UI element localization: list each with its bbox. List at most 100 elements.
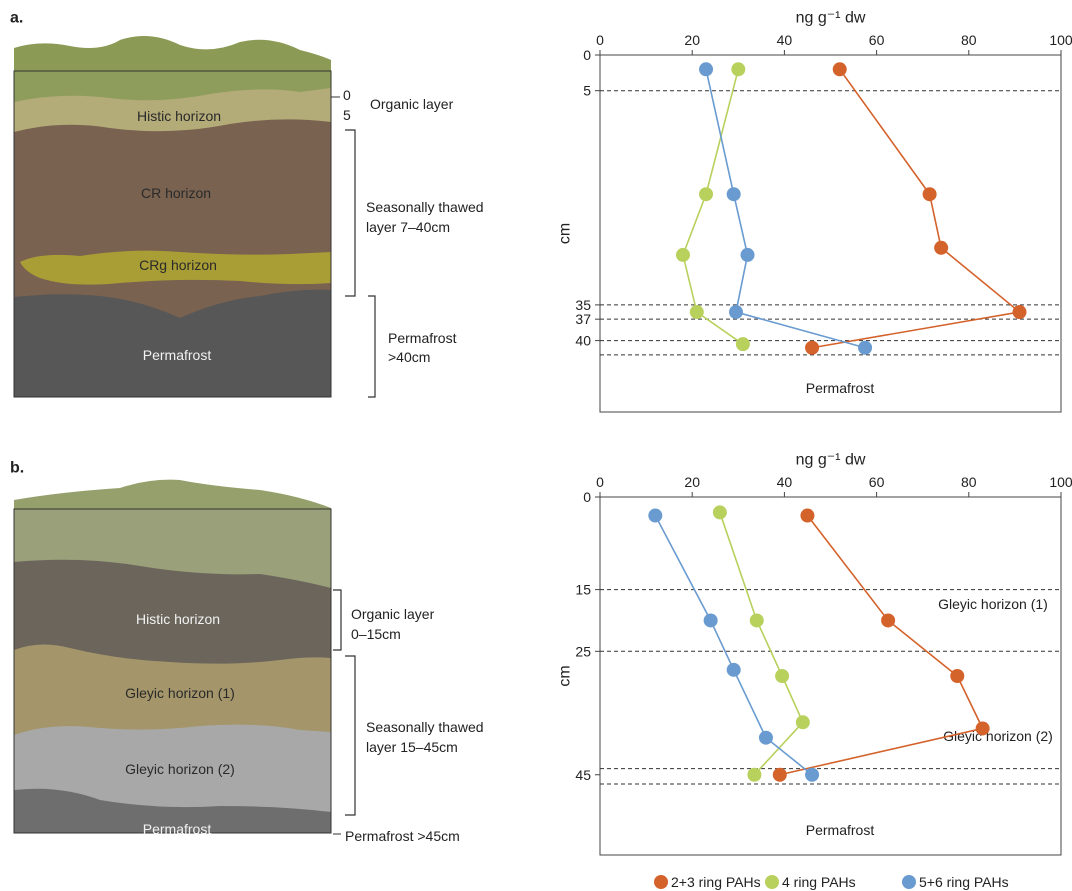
zone-label: layer 15–45cm: [366, 739, 458, 755]
data-point: [712, 505, 727, 520]
layer-label: Permafrost: [143, 347, 212, 363]
x-tick-label: 60: [869, 32, 885, 48]
x-tick-label: 80: [961, 32, 977, 48]
data-point: [675, 247, 690, 262]
data-point: [740, 247, 755, 262]
depth-label: 5: [343, 107, 351, 123]
permafrost-layer: [14, 788, 331, 833]
plot-frame: [599, 496, 1062, 856]
x-tick-label: 100: [1049, 32, 1072, 48]
surface-mound: [14, 36, 331, 71]
soil-profile-a: a. Histic horizon CR horizon CRg horizon…: [10, 10, 484, 398]
x-tick-label: 40: [777, 32, 793, 48]
series-line: [779, 515, 984, 776]
x-tick-label: 100: [1049, 474, 1072, 490]
data-point: [726, 187, 741, 202]
y-axis-title: cm: [557, 665, 574, 686]
legend-label: 5+6 ring PAHs: [919, 874, 1009, 890]
data-point: [881, 613, 896, 628]
data-point: [975, 721, 990, 736]
x-tick-label: 40: [777, 474, 793, 490]
x-tick-label: 80: [961, 474, 977, 490]
data-point: [950, 669, 965, 683]
bracket: [345, 655, 356, 816]
data-point: [858, 340, 873, 355]
soil-profile-b: b. Histic horizon Gleyic horizon (1) Gle…: [10, 460, 484, 845]
data-point: [934, 240, 949, 255]
y-tick-label: 5: [583, 83, 591, 99]
profile-frame: [13, 508, 332, 834]
legend-marker: [654, 875, 668, 889]
data-point: [832, 62, 847, 77]
data-point: [648, 508, 663, 523]
zone-label: Seasonally thawed: [366, 719, 484, 735]
y-tick-label: 40: [575, 333, 591, 349]
zone-label: Permafrost >45cm: [345, 828, 460, 844]
layer-label: Histic horizon: [137, 108, 221, 124]
data-point: [699, 62, 714, 77]
data-point: [805, 767, 820, 782]
x-tick-label: 0: [596, 32, 604, 48]
data-point: [775, 669, 790, 683]
y-tick-label: 35: [575, 297, 591, 313]
crg-layer: [20, 250, 331, 285]
series-line: [705, 69, 866, 349]
data-point: [735, 337, 750, 352]
zone-label: Permafrost: [388, 330, 457, 346]
depth-label: 0: [343, 87, 351, 103]
layer-label: CR horizon: [141, 185, 211, 201]
surface-mound: [14, 479, 331, 509]
data-point: [699, 187, 714, 202]
panel-label: a.: [10, 10, 23, 27]
legend-marker: [902, 875, 916, 889]
zone-label: layer 7–40cm: [366, 219, 450, 235]
y-tick-label: 15: [575, 582, 591, 598]
data-point: [772, 767, 787, 782]
panel-label: b.: [10, 460, 24, 477]
y-tick-label: 45: [575, 767, 591, 783]
bracket: [345, 129, 356, 297]
zone-label: >40cm: [388, 349, 430, 365]
layer-label: Gleyic horizon (1): [125, 685, 235, 701]
y-tick-label: 25: [575, 643, 591, 659]
data-point: [728, 305, 743, 320]
x-tick-label: 0: [596, 474, 604, 490]
data-point: [703, 613, 718, 628]
data-point: [805, 340, 820, 355]
x-tick-label: 20: [684, 474, 700, 490]
profile-frame: [13, 70, 332, 398]
legend-label: 2+3 ring PAHs: [671, 874, 761, 890]
zone-label: Organic layer: [370, 96, 454, 112]
data-point: [731, 62, 746, 77]
data-point: [1012, 305, 1027, 320]
x-tick-label: 60: [869, 474, 885, 490]
series-line: [811, 68, 1022, 349]
data-point: [800, 508, 815, 523]
data-point: [726, 662, 741, 677]
permafrost-layer: [14, 289, 331, 397]
plot-frame: [599, 54, 1062, 413]
data-point: [749, 613, 764, 628]
annotation: Gleyic horizon (2): [943, 728, 1053, 744]
data-point: [747, 767, 762, 782]
layer-label: Permafrost: [143, 821, 212, 837]
data-point: [795, 715, 810, 730]
x-axis-title: ng g⁻¹ dw: [796, 10, 866, 27]
zone-label: Seasonally thawed: [366, 199, 484, 215]
y-tick-label: 0: [583, 47, 591, 63]
data-point: [922, 187, 937, 202]
layer-label: CRg horizon: [139, 257, 217, 273]
series-line: [682, 69, 744, 345]
bracket: [333, 589, 342, 651]
layer-label: Gleyic horizon (2): [125, 761, 235, 777]
annotation: Permafrost: [806, 822, 875, 838]
layer-label: Histic horizon: [136, 611, 220, 627]
data-point: [758, 730, 773, 745]
bracket: [368, 295, 376, 398]
annotation: Permafrost: [806, 380, 875, 396]
y-tick-label: 0: [583, 489, 591, 505]
x-tick-label: 20: [684, 32, 700, 48]
y-tick-label: 37: [575, 311, 591, 327]
annotation: Gleyic horizon (1): [938, 596, 1048, 612]
